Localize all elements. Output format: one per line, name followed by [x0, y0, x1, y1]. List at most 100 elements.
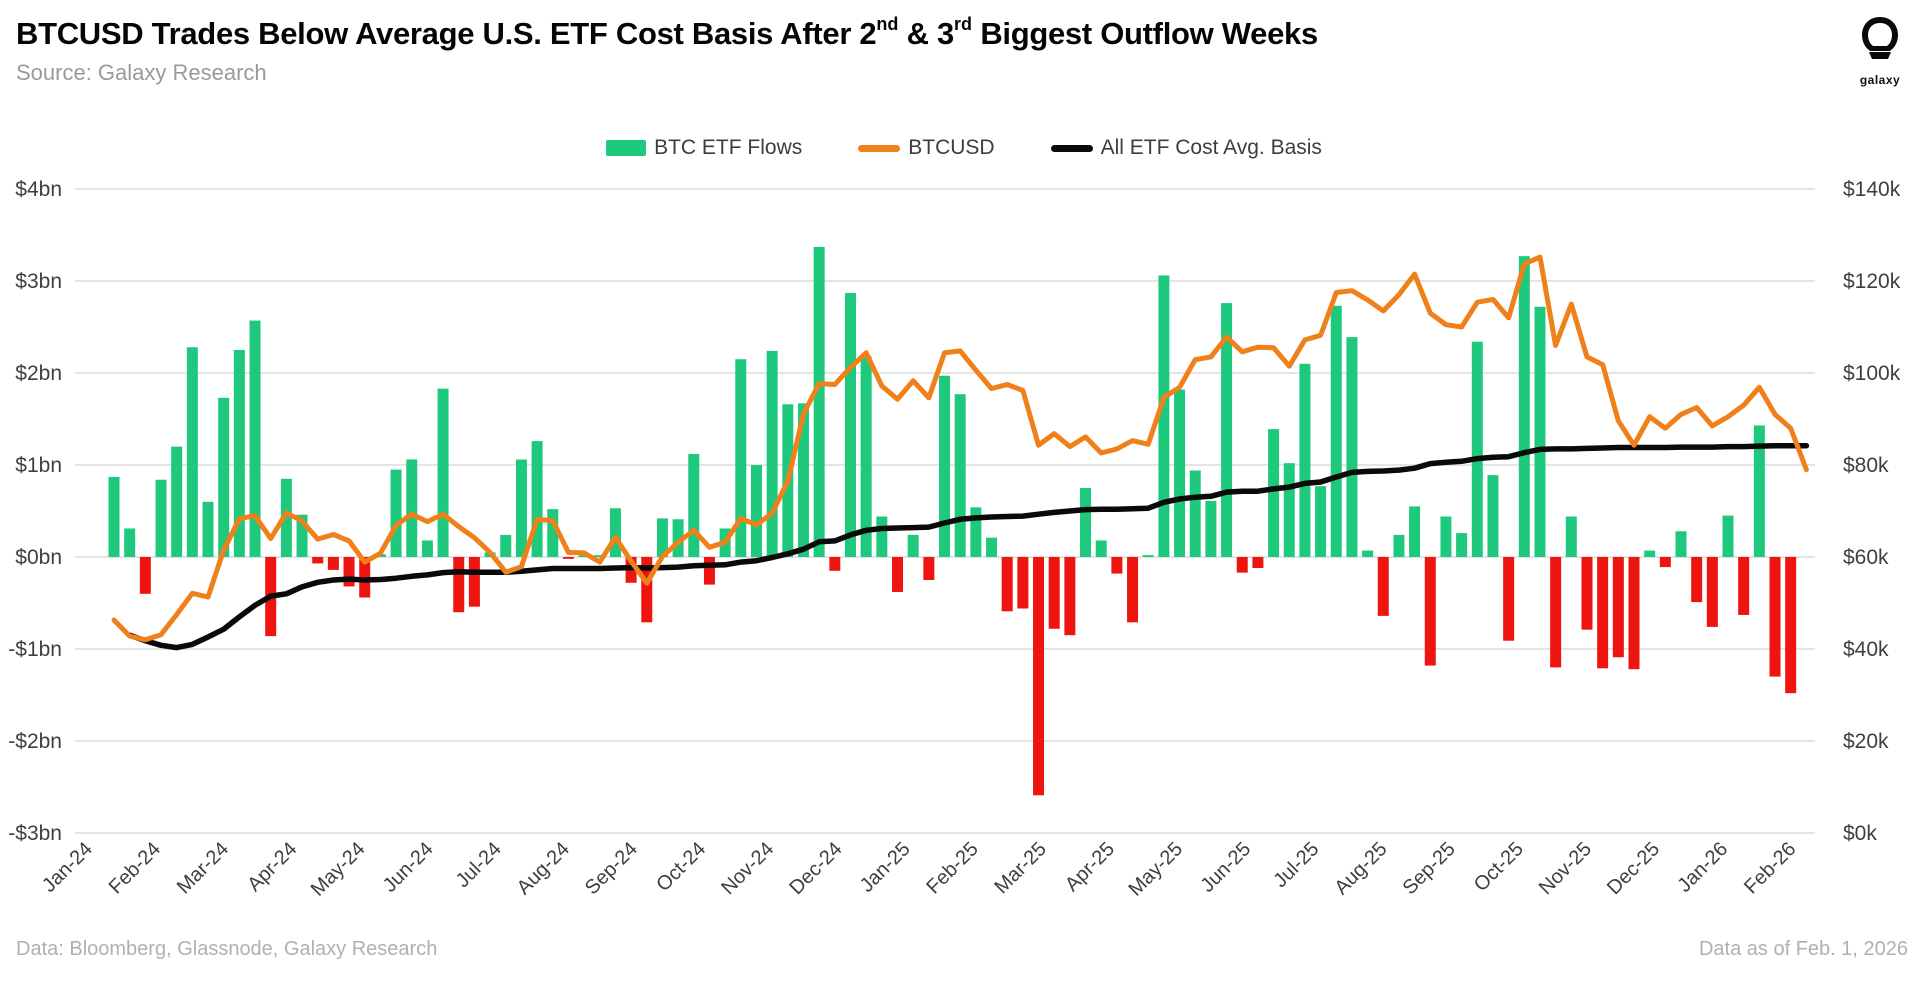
flow-bar [437, 388, 449, 557]
flow-bar [970, 507, 982, 557]
flow-bar [750, 465, 762, 557]
flow-bar [986, 537, 998, 557]
flow-bar [155, 479, 167, 557]
flow-bar [594, 555, 606, 557]
y-axis-label-right: $60k [1843, 546, 1889, 569]
flow-bar [1158, 275, 1170, 557]
flows-swatch-icon [606, 140, 647, 156]
flow-bar [1142, 555, 1154, 557]
x-axis-label: Jul-24 [452, 838, 506, 892]
legend-label: All ETF Cost Avg. Basis [1100, 136, 1322, 159]
flow-bar [656, 518, 668, 557]
y-axis-label-right: $40k [1843, 638, 1889, 661]
flow-bar [359, 557, 371, 598]
x-axis-label: Nov-24 [717, 838, 778, 899]
x-axis-label: Mar-25 [991, 838, 1051, 898]
x-axis-label: May-24 [307, 838, 370, 901]
flow-bar [1127, 557, 1139, 623]
flow-bar [1597, 557, 1609, 669]
flow-bar [578, 555, 590, 557]
x-axis-label: Jul-25 [1269, 838, 1323, 892]
btcusd-swatch-icon [858, 144, 901, 152]
x-axis-label: Jan-26 [1673, 838, 1732, 897]
flow-bar [171, 446, 183, 557]
y-axis-label-right: $140k [1843, 178, 1901, 201]
flow-bar [1064, 557, 1076, 636]
flow-bar [218, 397, 230, 557]
flow-bar [1033, 557, 1045, 796]
y-axis-label-right: $120k [1843, 270, 1901, 293]
x-axis-label: Aug-25 [1330, 838, 1391, 899]
y-axis-label-left: -$1bn [8, 638, 62, 661]
title-superscript: rd [954, 14, 972, 34]
flow-bar [939, 375, 951, 557]
flow-bar [390, 469, 402, 557]
flow-bar [186, 347, 198, 557]
flow-bar [1675, 531, 1687, 557]
flow-bar [312, 557, 324, 564]
y-axis-label-left: -$2bn [8, 730, 62, 753]
y-axis-label-left: -$3bn [8, 822, 62, 845]
flow-bar [1299, 363, 1311, 557]
flow-bar [1503, 557, 1515, 641]
flow-bar [892, 557, 903, 592]
flow-bar [813, 246, 825, 557]
flow-bar [907, 534, 919, 557]
x-axis-label: Feb-25 [922, 838, 982, 898]
data-sources-note: Data: Bloomberg, Glassnode, Galaxy Resea… [16, 938, 438, 960]
cost-basis-swatch-icon [1050, 144, 1093, 152]
flow-bar [844, 292, 856, 557]
x-axis-label: Dec-25 [1603, 838, 1664, 899]
flow-bar [1174, 389, 1186, 557]
flow-bar [1628, 557, 1640, 670]
x-axis-label: Mar-24 [173, 838, 233, 898]
flow-bar [124, 528, 136, 557]
flow-bar [1659, 557, 1671, 568]
flow-bar [1095, 540, 1107, 557]
flow-bar [1691, 557, 1703, 603]
x-axis-label: Jan-25 [856, 838, 915, 897]
flow-bar [1236, 557, 1248, 573]
legend-item-btcusd: BTCUSD [858, 136, 995, 160]
y-axis-label-left: $4bn [15, 178, 62, 201]
flow-bar [1753, 425, 1765, 557]
flow-bar [1722, 515, 1734, 557]
legend-label: BTCUSD [908, 136, 995, 159]
galaxy-logo: galaxy [1852, 14, 1908, 87]
flow-bar [1612, 557, 1624, 658]
x-axis-label: Sep-24 [581, 838, 642, 899]
flow-bar [453, 557, 465, 613]
x-axis-label: Jun-24 [379, 838, 438, 897]
x-axis-label: Dec-24 [785, 838, 846, 899]
flow-bar [1377, 557, 1389, 616]
flow-bar [547, 509, 559, 557]
flow-bar [797, 403, 809, 557]
title-superscript: nd [876, 14, 899, 34]
flow-bar [1283, 463, 1295, 557]
btcusd-line [111, 254, 1809, 643]
flow-bar [672, 519, 684, 557]
flow-bar [468, 557, 480, 607]
flow-bars [108, 246, 1797, 796]
source-caption: Source: Galaxy Research [16, 59, 267, 85]
flow-bar [1362, 550, 1374, 557]
flow-bar [280, 478, 292, 557]
y-axis-label-right: $80k [1843, 454, 1889, 477]
flow-bar [1221, 303, 1233, 557]
flow-bar [500, 534, 512, 557]
chart-legend: BTC ETF Flows BTCUSD All ETF Cost Avg. B… [0, 136, 1928, 160]
flow-bar [296, 514, 308, 557]
flow-bar [735, 359, 747, 557]
flow-bar [954, 394, 966, 557]
flow-bar [923, 557, 935, 580]
y-axis-label-right: $0k [1843, 822, 1877, 845]
flow-bar [1017, 557, 1029, 609]
flow-bar [249, 320, 261, 557]
flow-bar [1706, 557, 1718, 627]
flow-bar [1471, 341, 1483, 557]
flow-bar [1534, 306, 1546, 557]
flow-bar [1785, 557, 1797, 694]
galaxy-helmet-icon [1862, 17, 1898, 59]
